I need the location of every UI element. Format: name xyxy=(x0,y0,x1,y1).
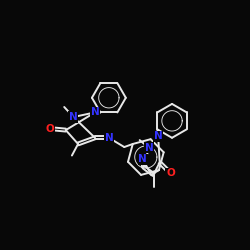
Text: N: N xyxy=(154,131,162,141)
Text: N: N xyxy=(104,133,113,143)
Text: N: N xyxy=(144,143,153,153)
Text: N: N xyxy=(138,154,147,164)
Text: O: O xyxy=(166,168,175,178)
Text: O: O xyxy=(45,124,54,134)
Text: N: N xyxy=(69,112,78,122)
Text: N: N xyxy=(91,108,100,118)
